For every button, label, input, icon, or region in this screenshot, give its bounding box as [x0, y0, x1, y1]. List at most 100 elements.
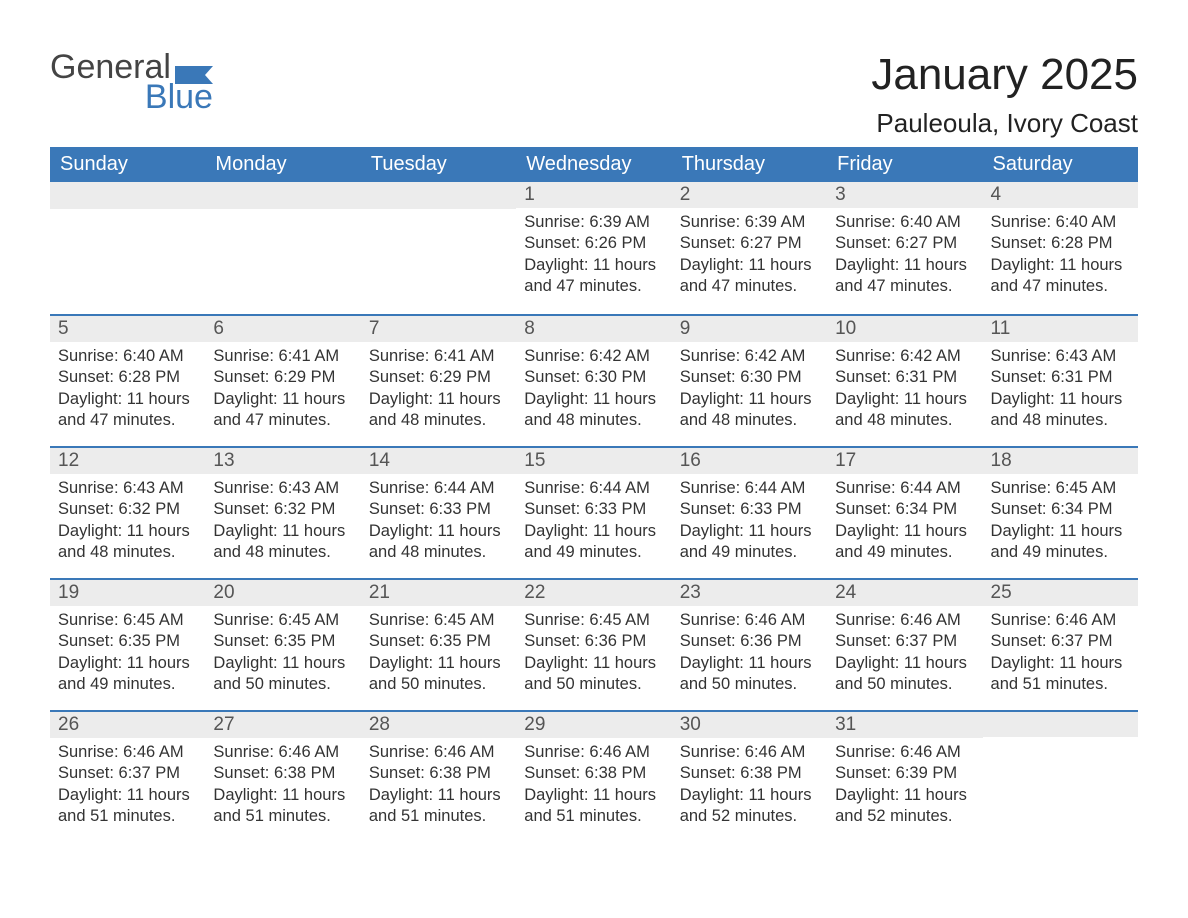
daylight-text: Daylight: 11 hours and 47 minutes. — [524, 255, 663, 298]
sunset-text: Sunset: 6:38 PM — [680, 763, 819, 784]
calendar-cell — [983, 710, 1138, 842]
calendar-cell: 19Sunrise: 6:45 AMSunset: 6:35 PMDayligh… — [50, 578, 205, 710]
sunset-text: Sunset: 6:37 PM — [58, 763, 197, 784]
sunrise-text: Sunrise: 6:46 AM — [991, 610, 1130, 631]
daylight-text: Daylight: 11 hours and 51 minutes. — [524, 785, 663, 828]
sunset-text: Sunset: 6:33 PM — [369, 499, 508, 520]
day-body: Sunrise: 6:42 AMSunset: 6:31 PMDaylight:… — [827, 342, 982, 436]
daylight-text: Daylight: 11 hours and 48 minutes. — [991, 389, 1130, 432]
day-body: Sunrise: 6:40 AMSunset: 6:28 PMDaylight:… — [983, 208, 1138, 302]
sunset-text: Sunset: 6:29 PM — [369, 367, 508, 388]
day-number: 16 — [672, 446, 827, 474]
sunrise-text: Sunrise: 6:46 AM — [835, 742, 974, 763]
daylight-text: Daylight: 11 hours and 49 minutes. — [680, 521, 819, 564]
day-body: Sunrise: 6:46 AMSunset: 6:38 PMDaylight:… — [672, 738, 827, 832]
calendar-body: 1Sunrise: 6:39 AMSunset: 6:26 PMDaylight… — [50, 182, 1138, 842]
day-body: Sunrise: 6:45 AMSunset: 6:35 PMDaylight:… — [361, 606, 516, 700]
sunrise-text: Sunrise: 6:41 AM — [369, 346, 508, 367]
sunrise-text: Sunrise: 6:45 AM — [213, 610, 352, 631]
calendar-cell: 13Sunrise: 6:43 AMSunset: 6:32 PMDayligh… — [205, 446, 360, 578]
calendar-cell: 29Sunrise: 6:46 AMSunset: 6:38 PMDayligh… — [516, 710, 671, 842]
daylight-text: Daylight: 11 hours and 47 minutes. — [58, 389, 197, 432]
calendar-cell: 30Sunrise: 6:46 AMSunset: 6:38 PMDayligh… — [672, 710, 827, 842]
calendar-cell: 18Sunrise: 6:45 AMSunset: 6:34 PMDayligh… — [983, 446, 1138, 578]
calendar-cell: 6Sunrise: 6:41 AMSunset: 6:29 PMDaylight… — [205, 314, 360, 446]
sunset-text: Sunset: 6:31 PM — [835, 367, 974, 388]
daylight-text: Daylight: 11 hours and 47 minutes. — [680, 255, 819, 298]
sunset-text: Sunset: 6:39 PM — [835, 763, 974, 784]
sunrise-text: Sunrise: 6:45 AM — [524, 610, 663, 631]
sunrise-text: Sunrise: 6:42 AM — [835, 346, 974, 367]
logo-word2: Blue — [50, 80, 213, 114]
sunset-text: Sunset: 6:35 PM — [58, 631, 197, 652]
sunrise-text: Sunrise: 6:43 AM — [213, 478, 352, 499]
calendar-cell: 28Sunrise: 6:46 AMSunset: 6:38 PMDayligh… — [361, 710, 516, 842]
day-body: Sunrise: 6:46 AMSunset: 6:38 PMDaylight:… — [205, 738, 360, 832]
day-number: 9 — [672, 314, 827, 342]
calendar-cell: 25Sunrise: 6:46 AMSunset: 6:37 PMDayligh… — [983, 578, 1138, 710]
sunset-text: Sunset: 6:32 PM — [213, 499, 352, 520]
daylight-text: Daylight: 11 hours and 50 minutes. — [213, 653, 352, 696]
calendar-cell: 16Sunrise: 6:44 AMSunset: 6:33 PMDayligh… — [672, 446, 827, 578]
calendar-cell: 20Sunrise: 6:45 AMSunset: 6:35 PMDayligh… — [205, 578, 360, 710]
sunrise-text: Sunrise: 6:42 AM — [524, 346, 663, 367]
daylight-text: Daylight: 11 hours and 49 minutes. — [991, 521, 1130, 564]
sunrise-text: Sunrise: 6:46 AM — [835, 610, 974, 631]
calendar-cell: 23Sunrise: 6:46 AMSunset: 6:36 PMDayligh… — [672, 578, 827, 710]
calendar-cell: 4Sunrise: 6:40 AMSunset: 6:28 PMDaylight… — [983, 182, 1138, 314]
calendar-cell: 1Sunrise: 6:39 AMSunset: 6:26 PMDaylight… — [516, 182, 671, 314]
day-number: 3 — [827, 182, 982, 208]
day-body: Sunrise: 6:45 AMSunset: 6:36 PMDaylight:… — [516, 606, 671, 700]
sunrise-text: Sunrise: 6:43 AM — [58, 478, 197, 499]
daylight-text: Daylight: 11 hours and 51 minutes. — [58, 785, 197, 828]
day-number: 20 — [205, 578, 360, 606]
weekday-header: Wednesday — [516, 147, 671, 182]
day-body: Sunrise: 6:41 AMSunset: 6:29 PMDaylight:… — [361, 342, 516, 436]
daylight-text: Daylight: 11 hours and 50 minutes. — [835, 653, 974, 696]
sunset-text: Sunset: 6:37 PM — [991, 631, 1130, 652]
day-body: Sunrise: 6:43 AMSunset: 6:32 PMDaylight:… — [205, 474, 360, 568]
day-number-empty — [50, 182, 205, 209]
day-body: Sunrise: 6:39 AMSunset: 6:27 PMDaylight:… — [672, 208, 827, 302]
sunrise-text: Sunrise: 6:45 AM — [58, 610, 197, 631]
day-body: Sunrise: 6:44 AMSunset: 6:34 PMDaylight:… — [827, 474, 982, 568]
sunrise-text: Sunrise: 6:40 AM — [835, 212, 974, 233]
day-body: Sunrise: 6:40 AMSunset: 6:27 PMDaylight:… — [827, 208, 982, 302]
calendar-cell: 3Sunrise: 6:40 AMSunset: 6:27 PMDaylight… — [827, 182, 982, 314]
sunrise-text: Sunrise: 6:44 AM — [680, 478, 819, 499]
sunset-text: Sunset: 6:27 PM — [680, 233, 819, 254]
calendar-cell: 31Sunrise: 6:46 AMSunset: 6:39 PMDayligh… — [827, 710, 982, 842]
title-block: January 2025 Pauleoula, Ivory Coast — [871, 50, 1138, 139]
sunset-text: Sunset: 6:28 PM — [991, 233, 1130, 254]
day-number: 29 — [516, 710, 671, 738]
sunset-text: Sunset: 6:34 PM — [835, 499, 974, 520]
daylight-text: Daylight: 11 hours and 52 minutes. — [680, 785, 819, 828]
day-body: Sunrise: 6:43 AMSunset: 6:31 PMDaylight:… — [983, 342, 1138, 436]
day-number: 19 — [50, 578, 205, 606]
day-body: Sunrise: 6:46 AMSunset: 6:37 PMDaylight:… — [983, 606, 1138, 700]
daylight-text: Daylight: 11 hours and 48 minutes. — [524, 389, 663, 432]
weekday-header: Monday — [205, 147, 360, 182]
sunrise-text: Sunrise: 6:44 AM — [524, 478, 663, 499]
sunrise-text: Sunrise: 6:41 AM — [213, 346, 352, 367]
daylight-text: Daylight: 11 hours and 48 minutes. — [680, 389, 819, 432]
calendar-cell: 10Sunrise: 6:42 AMSunset: 6:31 PMDayligh… — [827, 314, 982, 446]
sunrise-text: Sunrise: 6:44 AM — [835, 478, 974, 499]
day-body: Sunrise: 6:45 AMSunset: 6:34 PMDaylight:… — [983, 474, 1138, 568]
daylight-text: Daylight: 11 hours and 47 minutes. — [835, 255, 974, 298]
day-number: 12 — [50, 446, 205, 474]
sunrise-text: Sunrise: 6:46 AM — [58, 742, 197, 763]
day-body: Sunrise: 6:46 AMSunset: 6:37 PMDaylight:… — [827, 606, 982, 700]
calendar-week: 26Sunrise: 6:46 AMSunset: 6:37 PMDayligh… — [50, 710, 1138, 842]
day-number: 15 — [516, 446, 671, 474]
sunrise-text: Sunrise: 6:46 AM — [369, 742, 508, 763]
day-body: Sunrise: 6:44 AMSunset: 6:33 PMDaylight:… — [516, 474, 671, 568]
day-body: Sunrise: 6:46 AMSunset: 6:38 PMDaylight:… — [361, 738, 516, 832]
calendar-cell: 21Sunrise: 6:45 AMSunset: 6:35 PMDayligh… — [361, 578, 516, 710]
calendar-cell — [205, 182, 360, 314]
calendar-week: 5Sunrise: 6:40 AMSunset: 6:28 PMDaylight… — [50, 314, 1138, 446]
day-number: 7 — [361, 314, 516, 342]
calendar-cell: 5Sunrise: 6:40 AMSunset: 6:28 PMDaylight… — [50, 314, 205, 446]
day-number: 8 — [516, 314, 671, 342]
calendar-cell: 12Sunrise: 6:43 AMSunset: 6:32 PMDayligh… — [50, 446, 205, 578]
